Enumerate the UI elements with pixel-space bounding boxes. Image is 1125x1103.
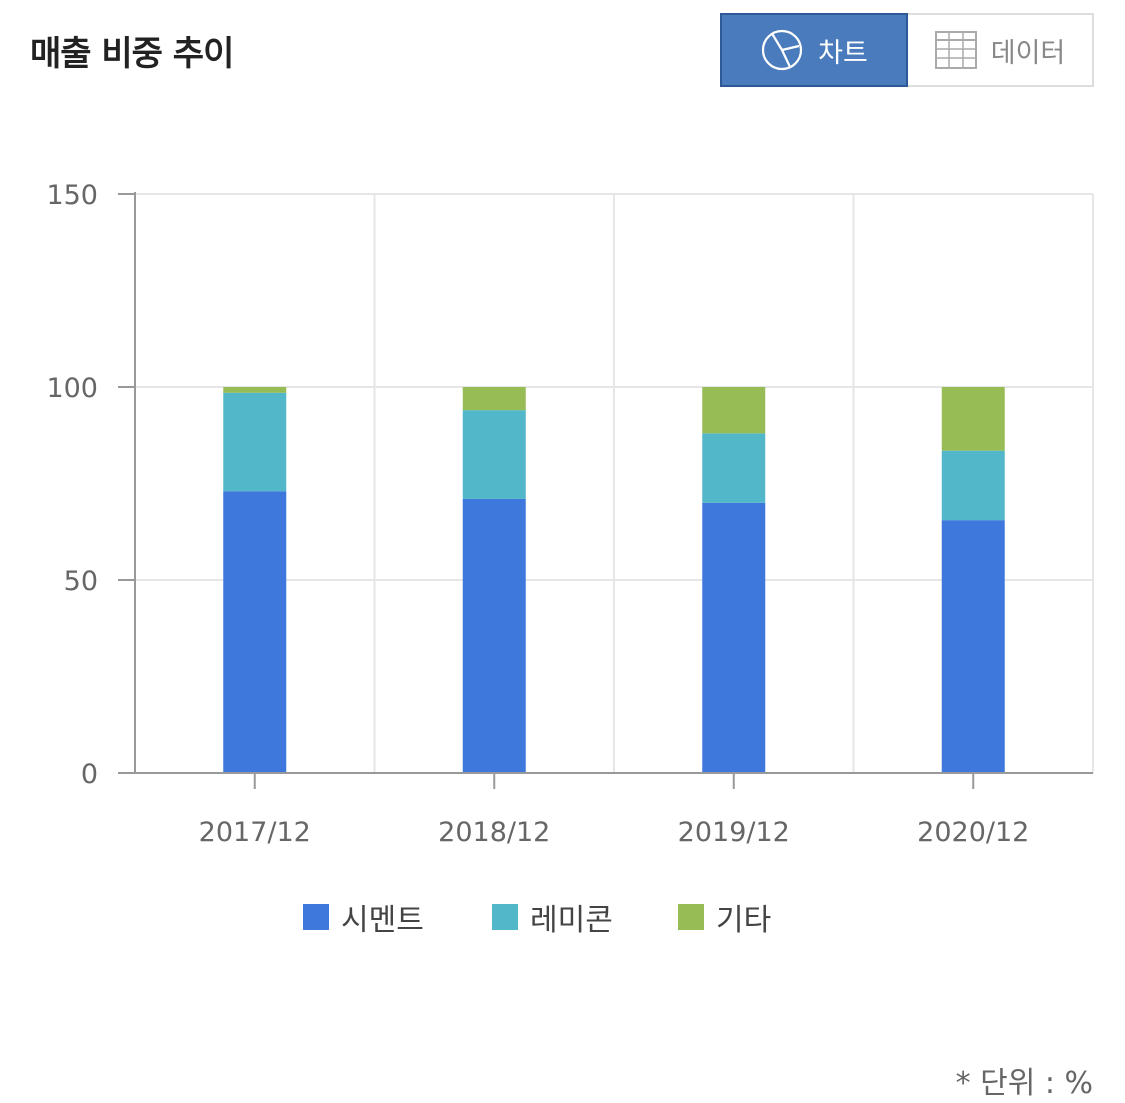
x-tick-label: 2018/12 bbox=[438, 817, 550, 848]
bar-segment bbox=[462, 410, 526, 499]
unit-note: * 단위 : % bbox=[955, 1066, 1093, 1101]
legend-label: 기타 bbox=[716, 903, 772, 938]
legend-swatch bbox=[678, 904, 704, 930]
bar-segment bbox=[702, 502, 766, 773]
bar-segment bbox=[462, 498, 526, 773]
bar-segment bbox=[462, 387, 526, 411]
bar-segment bbox=[941, 387, 1005, 451]
legend-swatch bbox=[303, 904, 329, 930]
page-title: 매출 비중 추이 bbox=[30, 34, 234, 74]
legend-item[interactable]: 레미콘 bbox=[492, 895, 613, 939]
y-tick-label: 50 bbox=[64, 566, 98, 597]
bar-segment bbox=[702, 387, 766, 434]
x-tick-label: 2017/12 bbox=[199, 817, 311, 848]
legend-item[interactable]: 기타 bbox=[678, 895, 771, 939]
chart-view-label: 차트 bbox=[818, 37, 868, 69]
legend-item[interactable]: 시멘트 bbox=[303, 895, 424, 939]
bar-segment bbox=[223, 491, 287, 773]
bar-segment bbox=[941, 450, 1005, 521]
table-grid-icon bbox=[934, 31, 977, 69]
view-toggle: 차트 데이터 bbox=[720, 13, 1094, 87]
bar-segment bbox=[223, 387, 287, 393]
legend-label: 시멘트 bbox=[341, 903, 424, 938]
stacked-bar-chart: 0 50 100 150 2017/12 2018/12 2019/12 2020/12 bbox=[46, 180, 1094, 848]
chart-view-button[interactable]: 차트 bbox=[720, 13, 908, 87]
chart-legend: 시멘트 레미콘 기타 bbox=[0, 895, 1125, 945]
y-tick-label: 150 bbox=[46, 180, 98, 211]
y-tick-label: 100 bbox=[46, 373, 98, 404]
data-view-label: 데이터 bbox=[990, 37, 1066, 69]
bar-segment bbox=[702, 433, 766, 503]
bar-segment bbox=[941, 520, 1005, 773]
bar-segment bbox=[223, 392, 287, 492]
x-tick-label: 2020/12 bbox=[917, 817, 1029, 848]
y-tick-label: 0 bbox=[81, 759, 98, 790]
x-tick-label: 2019/12 bbox=[678, 817, 790, 848]
legend-swatch bbox=[492, 904, 518, 930]
data-view-button[interactable]: 데이터 bbox=[908, 13, 1094, 87]
legend-label: 레미콘 bbox=[530, 903, 613, 938]
pie-chart-icon bbox=[762, 29, 803, 71]
